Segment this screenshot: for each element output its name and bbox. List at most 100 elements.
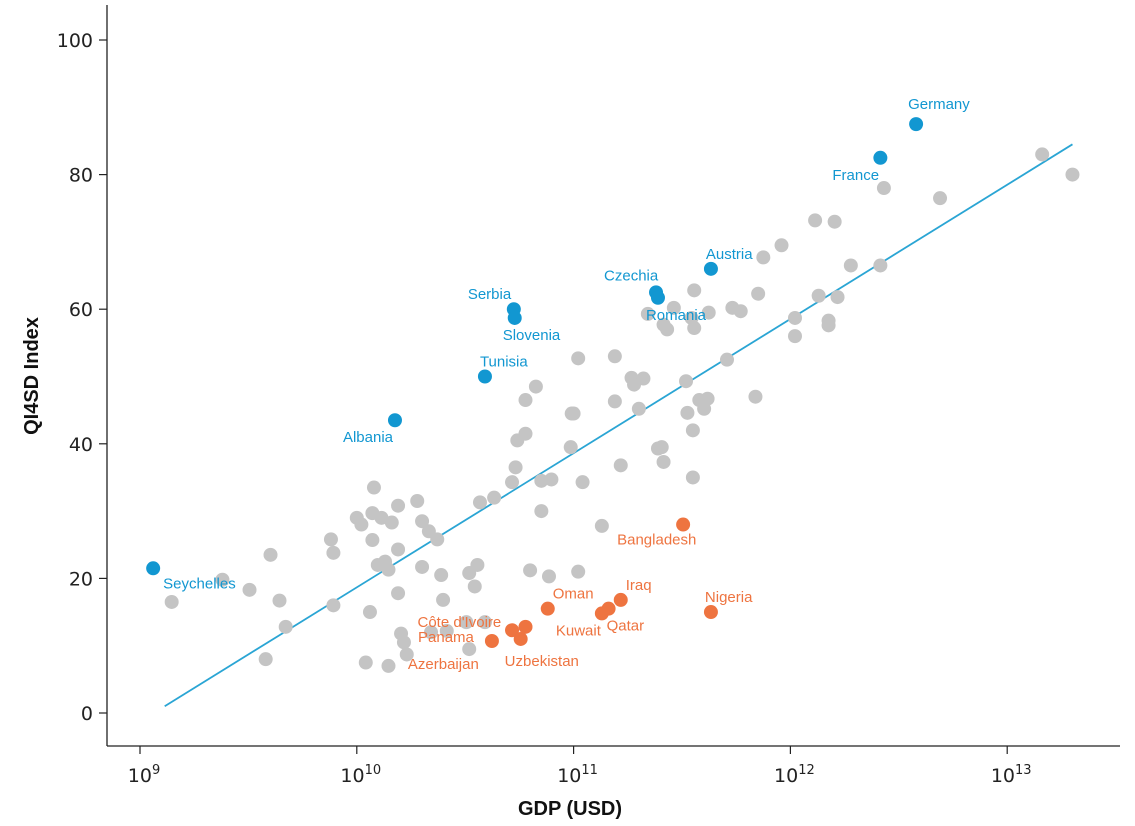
x-tick-label: 1011 <box>557 763 598 787</box>
data-point-top <box>650 290 665 305</box>
data-point-bottom <box>513 631 528 646</box>
data-point-bottom <box>676 517 691 532</box>
data-point <box>751 286 766 301</box>
data-point <box>410 494 425 509</box>
data-point-bottom <box>594 606 609 621</box>
data-point <box>534 504 549 519</box>
point-label: Czechia <box>604 267 659 284</box>
data-point <box>430 532 445 547</box>
data-point <box>685 423 700 438</box>
data-point <box>571 564 586 579</box>
data-point <box>843 258 858 273</box>
data-point <box>326 598 341 613</box>
data-point <box>827 214 842 229</box>
data-point <box>821 318 836 333</box>
data-point <box>680 405 695 420</box>
data-point <box>518 426 533 441</box>
point-label: France <box>832 167 879 184</box>
data-point <box>873 258 888 273</box>
point-label: Nigeria <box>705 589 753 606</box>
data-point <box>748 389 763 404</box>
point-label: Albania <box>343 429 394 446</box>
data-point-top <box>703 261 718 276</box>
data-point <box>544 472 559 487</box>
point-labels: Germany France Austria Czechia Romania Serbia… <box>163 96 970 673</box>
data-point <box>164 594 179 609</box>
data-point <box>399 647 414 662</box>
point-label: Iraq <box>626 577 652 594</box>
data-point <box>462 642 477 657</box>
data-point <box>505 475 520 490</box>
data-point <box>326 545 341 560</box>
data-point <box>436 592 451 607</box>
data-point <box>396 635 411 650</box>
point-label: Slovenia <box>503 327 561 344</box>
data-point <box>654 440 669 455</box>
data-point <box>787 329 802 344</box>
data-point <box>541 569 556 584</box>
data-point <box>720 352 735 367</box>
data-point <box>636 371 651 386</box>
data-point <box>685 470 700 485</box>
data-point <box>518 393 533 408</box>
data-point <box>701 305 716 320</box>
data-point <box>666 300 681 315</box>
data-point <box>508 460 523 475</box>
data-point <box>384 515 399 530</box>
data-point-top <box>909 117 924 132</box>
point-label: Seychelles <box>163 575 236 592</box>
data-point <box>631 401 646 416</box>
data-point <box>365 533 380 548</box>
data-point <box>391 542 406 557</box>
x-tick-label: 1010 <box>340 763 381 787</box>
data-point <box>566 406 581 421</box>
data-point <box>415 514 430 529</box>
y-ticks: 0 20 40 60 80 100 <box>57 30 107 725</box>
data-point <box>470 557 485 572</box>
data-point <box>687 283 702 298</box>
x-tick-label: 1013 <box>991 763 1032 787</box>
y-tick-label: 60 <box>69 299 93 321</box>
data-point <box>679 374 694 389</box>
data-point <box>687 321 702 336</box>
data-point <box>523 563 538 578</box>
x-tick-label: 109 <box>128 763 160 787</box>
data-point-top <box>387 413 402 428</box>
data-point <box>876 181 891 196</box>
y-tick-label: 40 <box>69 434 93 456</box>
data-point <box>787 310 802 325</box>
data-point <box>756 250 771 265</box>
y-tick-label: 0 <box>81 703 93 725</box>
data-point <box>640 306 655 321</box>
data-point <box>242 582 257 597</box>
data-point <box>439 623 454 638</box>
data-point <box>263 547 278 562</box>
data-point-bottom <box>540 601 555 616</box>
x-tick-label: 1012 <box>774 763 815 787</box>
data-point-top <box>507 310 522 325</box>
data-point <box>733 304 748 319</box>
data-point <box>594 518 609 533</box>
data-point <box>660 322 675 337</box>
point-label: Côte d'Ivoire <box>418 614 502 631</box>
data-point <box>830 290 845 305</box>
data-point <box>575 475 590 490</box>
data-point-top <box>146 561 161 576</box>
point-label: Romania <box>646 307 707 324</box>
data-point <box>381 658 396 673</box>
data-point-bottom <box>518 619 533 634</box>
data-point <box>434 568 449 583</box>
data-point <box>391 498 406 513</box>
x-ticks: 109 1010 1011 1012 1013 <box>128 746 1032 787</box>
point-label: Qatar <box>607 618 645 635</box>
point-label: Panama <box>418 629 475 646</box>
data-point <box>528 379 543 394</box>
data-point <box>391 586 406 601</box>
point-label: Austria <box>706 246 753 263</box>
data-point <box>563 440 578 455</box>
data-point <box>808 213 823 228</box>
data-point <box>358 655 373 670</box>
data-point <box>366 480 381 495</box>
data-point <box>258 652 273 667</box>
point-label: Kuwait <box>556 622 602 639</box>
